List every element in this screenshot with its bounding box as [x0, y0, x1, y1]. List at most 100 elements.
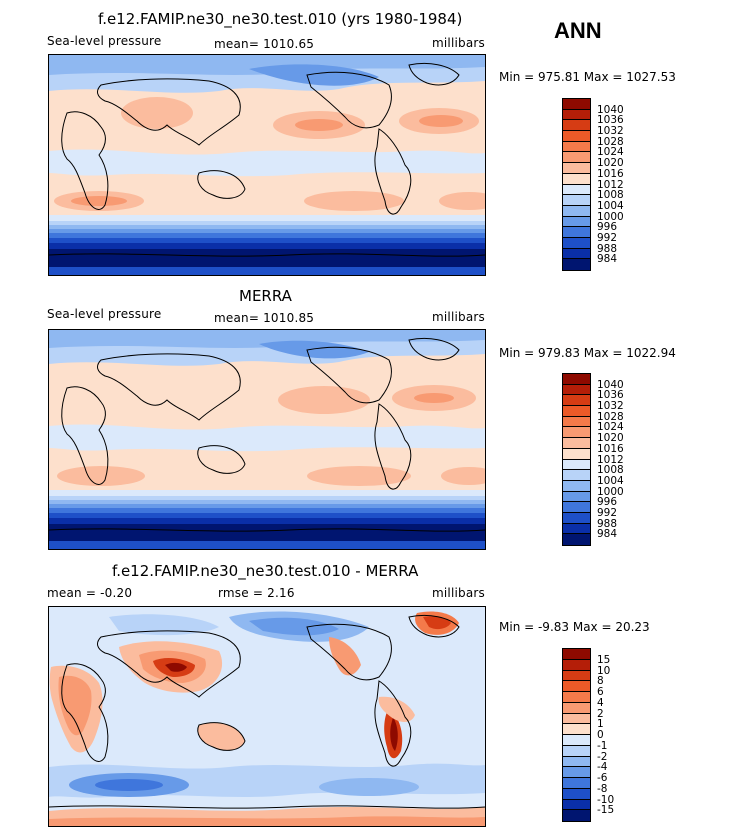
colorbar-box — [563, 216, 590, 228]
panel2-map — [48, 329, 486, 550]
colorbar-tick-label: 6 — [597, 686, 604, 698]
panel1-map — [48, 54, 486, 276]
colorbar-tick-label: 2 — [597, 707, 604, 720]
panel2-variable-label: Sea-level pressure — [47, 307, 162, 321]
colorbar-tick-label: 0 — [597, 729, 604, 741]
colorbar-tick-label: 1024 — [597, 146, 624, 159]
colorbar-tick-label: 1016 — [597, 442, 624, 455]
panel2-mean-label: mean= 1010.85 — [214, 311, 315, 325]
colorbar-box — [563, 141, 590, 153]
panel2-title: MERRA — [239, 287, 292, 305]
colorbar-tick-label: 1004 — [597, 474, 624, 487]
colorbar-tick-label: 1016 — [597, 167, 624, 180]
colorbar-box — [563, 152, 590, 164]
colorbar-box — [563, 120, 590, 132]
colorbar-box — [563, 173, 590, 185]
colorbar-box — [563, 713, 590, 725]
colorbar-box — [563, 109, 590, 121]
colorbar-tick-label: 1024 — [597, 421, 624, 434]
colorbar-box — [563, 681, 590, 692]
colorbar-box — [563, 778, 590, 789]
colorbar-tick-label: -4 — [597, 761, 608, 774]
colorbar-tick-label: 984 — [597, 253, 618, 266]
colorbar-tick-label: 1040 — [597, 378, 624, 391]
colorbar-tick-label: 1028 — [597, 410, 624, 423]
panel1-title: f.e12.FAMIP.ne30_ne30.test.010 (yrs 1980… — [98, 10, 463, 28]
colorbar-box — [563, 195, 590, 206]
panel3-units-label: millibars — [432, 586, 485, 600]
panel1-units-label: millibars — [432, 36, 485, 50]
colorbar-tick-label: 15 — [597, 653, 611, 666]
colorbar-box — [563, 448, 590, 460]
colorbar-tick-label: 1036 — [597, 389, 624, 402]
colorbar-box — [563, 512, 590, 524]
colorbar-tick-label: 8 — [597, 675, 604, 688]
panel2-colorbar — [562, 373, 591, 546]
colorbar-tick-label: 1008 — [597, 464, 624, 477]
panel3-title: f.e12.FAMIP.ne30_ne30.test.010 - MERRA — [112, 562, 419, 580]
colorbar-tick-label: 996 — [597, 496, 618, 509]
colorbar-box — [563, 745, 590, 757]
colorbar-box — [563, 237, 590, 249]
colorbar-box — [563, 735, 590, 746]
colorbar-box — [563, 427, 590, 439]
colorbar-box — [563, 374, 590, 385]
colorbar-box — [563, 788, 590, 800]
colorbar-tick-label: 4 — [597, 696, 604, 709]
colorbar-box — [563, 534, 590, 545]
colorbar-tick-label: 1012 — [597, 178, 624, 191]
colorbar-box — [563, 491, 590, 503]
colorbar-tick-label: 10 — [597, 664, 611, 677]
colorbar-box — [563, 502, 590, 513]
colorbar-tick-label: -10 — [597, 793, 615, 806]
colorbar-box — [563, 724, 590, 735]
colorbar-box — [563, 480, 590, 492]
colorbar-box — [563, 799, 590, 811]
colorbar-tick-label: 1032 — [597, 400, 624, 413]
colorbar-tick-label: 1020 — [597, 157, 624, 170]
colorbar-box — [563, 767, 590, 778]
colorbar-box — [563, 99, 590, 110]
panel2-units-label: millibars — [432, 310, 485, 324]
colorbar-tick-label: 992 — [597, 231, 618, 244]
colorbar-tick-label: 1040 — [597, 103, 624, 116]
colorbar-box — [563, 670, 590, 682]
panel1-variable-label: Sea-level pressure — [47, 34, 162, 48]
colorbar-box — [563, 227, 590, 238]
colorbar-tick-label: 1028 — [597, 135, 624, 148]
panel3-rmse-label: rmse = 2.16 — [218, 586, 295, 600]
colorbar-box — [563, 438, 590, 449]
colorbar-box — [563, 470, 590, 481]
colorbar-tick-label: 996 — [597, 221, 618, 234]
colorbar-tick-label: 1012 — [597, 453, 624, 466]
colorbar-box — [563, 649, 590, 660]
panel3-mean-label: mean = -0.20 — [47, 586, 133, 600]
colorbar-box — [563, 523, 590, 535]
colorbar-tick-label: 992 — [597, 506, 618, 519]
colorbar-tick-label: -6 — [597, 772, 608, 784]
colorbar-box — [563, 163, 590, 174]
colorbar-tick-label: 984 — [597, 528, 618, 541]
colorbar-tick-label: 1000 — [597, 485, 624, 498]
panel1-colorbar — [562, 98, 591, 271]
colorbar-tick-label: -2 — [597, 750, 608, 763]
colorbar-tick-label: 1020 — [597, 432, 624, 445]
colorbar-tick-label: 1036 — [597, 114, 624, 127]
colorbar-box — [563, 406, 590, 417]
colorbar-tick-label: -15 — [597, 804, 615, 817]
colorbar-tick-label: 1004 — [597, 199, 624, 212]
season-label: ANN — [554, 18, 602, 43]
colorbar-box — [563, 384, 590, 396]
colorbar-box — [563, 395, 590, 407]
colorbar-tick-label: 988 — [597, 517, 618, 530]
panel1-mean-label: mean= 1010.65 — [214, 37, 315, 51]
panel3-colorbar — [562, 648, 591, 822]
colorbar-tick-label: -1 — [597, 739, 608, 752]
colorbar-tick-label: 1000 — [597, 210, 624, 223]
colorbar-box — [563, 184, 590, 196]
colorbar-box — [563, 459, 590, 471]
colorbar-tick-label: 988 — [597, 242, 618, 255]
colorbar-box — [563, 702, 590, 714]
colorbar-box — [563, 259, 590, 270]
panel3-minmax-label: Min = -9.83 Max = 20.23 — [499, 620, 650, 634]
